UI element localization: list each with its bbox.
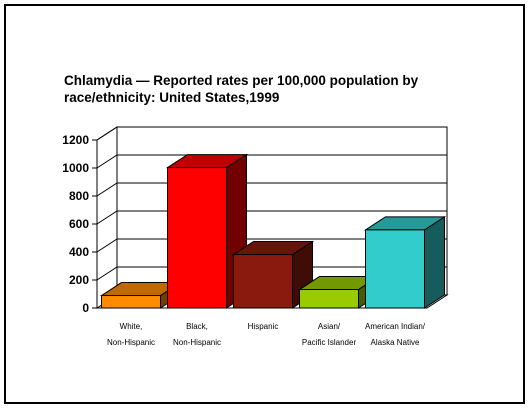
y-tick-label: 800 [69, 189, 89, 203]
gridline [96, 126, 447, 141]
x-category-label: Asian/ [318, 322, 341, 331]
gridline [96, 182, 447, 197]
x-category-label: Alaska Native [371, 338, 420, 347]
bar-front [101, 295, 161, 309]
bar-front [365, 229, 425, 309]
x-category-label: Hispanic [248, 322, 279, 331]
gridline [96, 154, 447, 169]
chart-title: Chlamydia — Reported rates per 100,000 p… [64, 72, 484, 106]
y-tick-label: 200 [69, 273, 89, 287]
x-category-label: Non-Hispanic [107, 338, 155, 347]
y-tick-label: 0 [82, 301, 89, 315]
y-tick-label: 1200 [62, 133, 89, 147]
bar-front [167, 167, 227, 309]
x-category-label: Pacific Islander [302, 338, 357, 347]
x-category-label: Non-Hispanic [173, 338, 221, 347]
bar-front [299, 289, 359, 309]
gridline [96, 210, 447, 225]
chart-bars [99, 153, 447, 309]
x-category-label: White, [120, 322, 143, 331]
chart-title-line-1: Chlamydia — Reported rates per 100,000 p… [64, 73, 419, 88]
x-category-label: American Indian/ [365, 322, 426, 331]
gridline [96, 266, 447, 281]
gridline [96, 238, 447, 253]
bar-front [233, 254, 293, 309]
bar [231, 240, 315, 309]
y-tick-label: 600 [69, 217, 89, 231]
y-tick-label: 1000 [62, 161, 89, 175]
chart-title-line-2: race/ethnicity: United States,1999 [64, 90, 280, 105]
y-tick-label: 400 [69, 245, 89, 259]
chart-labels: 0 200 400 600 800 1000 1200 White, Non-Hispanic B… [62, 133, 425, 347]
bar [363, 215, 447, 309]
x-category-label: Black, [186, 322, 208, 331]
bar-side [424, 215, 445, 309]
